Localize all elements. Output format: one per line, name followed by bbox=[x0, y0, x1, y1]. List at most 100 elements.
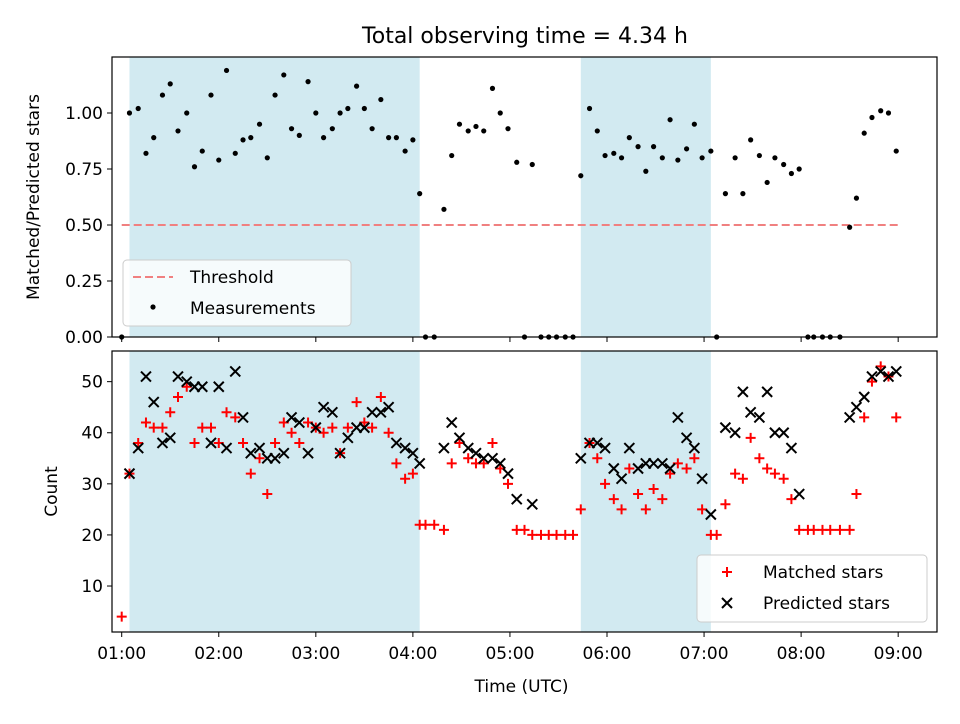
data-point bbox=[665, 468, 676, 479]
data-point bbox=[720, 499, 731, 510]
data-point bbox=[240, 137, 246, 143]
data-point bbox=[184, 110, 190, 116]
data-point bbox=[453, 432, 466, 444]
data-point bbox=[293, 416, 306, 429]
data-point bbox=[650, 144, 657, 150]
data-point bbox=[624, 463, 635, 474]
data-point bbox=[643, 168, 649, 174]
data-point bbox=[861, 130, 867, 136]
data-point bbox=[400, 473, 411, 484]
data-point bbox=[882, 370, 895, 383]
data-point bbox=[487, 437, 498, 448]
data-point bbox=[208, 92, 214, 98]
data-point bbox=[449, 152, 455, 159]
data-point bbox=[189, 437, 200, 448]
data-point bbox=[296, 132, 302, 138]
data-point bbox=[223, 67, 230, 74]
data-point bbox=[135, 105, 141, 112]
data-point bbox=[796, 166, 802, 172]
data-point bbox=[527, 529, 538, 540]
y-tick-label: 20 bbox=[81, 526, 103, 546]
data-point bbox=[272, 92, 278, 98]
data-point bbox=[648, 483, 659, 494]
data-point bbox=[402, 148, 408, 154]
data-point bbox=[502, 467, 514, 480]
data-point bbox=[486, 452, 499, 464]
data-point bbox=[441, 206, 447, 212]
data-point bbox=[705, 508, 717, 521]
data-point bbox=[737, 473, 748, 484]
data-point bbox=[172, 370, 184, 383]
data-point bbox=[454, 437, 465, 448]
data-point bbox=[891, 412, 902, 423]
data-point bbox=[748, 137, 754, 143]
data-point bbox=[647, 457, 660, 470]
data-point bbox=[391, 458, 402, 469]
data-point bbox=[478, 452, 490, 464]
data-point bbox=[206, 422, 216, 433]
data-point bbox=[514, 159, 520, 165]
data-point bbox=[157, 422, 168, 433]
data-point bbox=[591, 437, 604, 449]
data-point bbox=[529, 161, 535, 168]
data-point bbox=[859, 412, 870, 423]
data-point bbox=[285, 411, 298, 424]
data-point bbox=[737, 386, 749, 398]
data-point bbox=[711, 529, 722, 540]
data-point bbox=[489, 85, 496, 91]
data-point bbox=[853, 195, 860, 201]
data-point bbox=[196, 381, 208, 393]
data-point bbox=[159, 92, 166, 98]
data-point bbox=[503, 478, 513, 489]
data-point bbox=[568, 529, 579, 540]
data-point bbox=[334, 447, 346, 459]
data-point bbox=[216, 157, 222, 163]
data-point bbox=[133, 437, 144, 448]
data-point bbox=[310, 421, 322, 434]
data-point bbox=[497, 110, 503, 116]
data-point bbox=[611, 150, 617, 156]
data-point bbox=[874, 365, 887, 378]
data-point bbox=[586, 105, 593, 112]
data-point bbox=[688, 442, 701, 454]
data-point bbox=[329, 126, 335, 132]
data-point bbox=[847, 224, 853, 230]
data-point bbox=[167, 81, 173, 87]
data-point bbox=[599, 442, 611, 454]
data-point bbox=[689, 453, 700, 464]
data-point bbox=[140, 370, 152, 383]
data-point bbox=[769, 468, 780, 479]
data-point bbox=[592, 453, 603, 464]
data-point bbox=[772, 155, 778, 161]
legend-box bbox=[122, 259, 352, 327]
data-point bbox=[302, 447, 314, 459]
y-tick-label: 0.50 bbox=[65, 216, 103, 236]
data-point bbox=[691, 121, 697, 127]
data-point bbox=[342, 422, 353, 433]
data-point bbox=[367, 422, 378, 433]
data-point bbox=[358, 421, 371, 434]
data-point bbox=[465, 128, 471, 134]
data-point bbox=[429, 519, 440, 530]
data-point bbox=[657, 494, 668, 505]
data-point bbox=[834, 524, 845, 535]
data-point bbox=[140, 417, 151, 428]
data-point bbox=[778, 473, 789, 484]
data-point bbox=[761, 386, 773, 398]
data-point bbox=[740, 191, 746, 197]
data-point bbox=[696, 473, 708, 485]
data-point bbox=[664, 462, 676, 475]
data-point bbox=[708, 148, 714, 154]
legend-measurements-swatch bbox=[150, 304, 156, 310]
data-point bbox=[850, 401, 863, 413]
data-point bbox=[191, 164, 198, 170]
data-point bbox=[844, 524, 855, 535]
data-point bbox=[248, 135, 254, 141]
x-tick-label: 05:00 bbox=[485, 644, 534, 664]
data-point bbox=[229, 365, 241, 378]
data-point bbox=[511, 493, 523, 505]
data-point bbox=[288, 126, 295, 132]
data-point bbox=[753, 411, 766, 424]
data-point bbox=[602, 152, 608, 159]
